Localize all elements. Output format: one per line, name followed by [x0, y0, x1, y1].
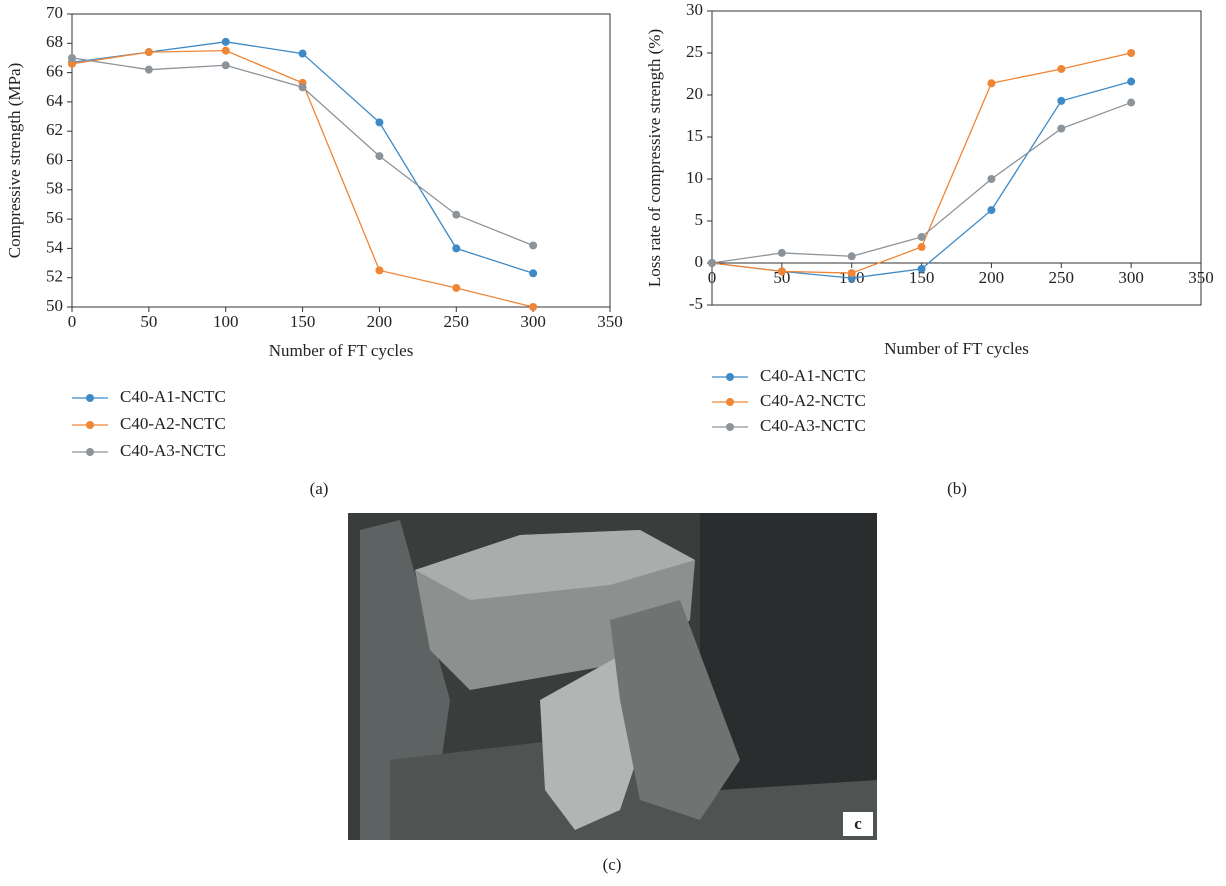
- y-tick-label: -5: [689, 294, 703, 313]
- photo-label-box: [843, 812, 873, 836]
- plot-frame: [711, 10, 1202, 306]
- x-tick-label: 200: [367, 312, 393, 331]
- y-axis-title: Loss rate of compressive strength (%): [645, 29, 664, 287]
- data-point: [917, 243, 926, 252]
- data-point: [847, 269, 856, 278]
- data-point: [1127, 49, 1136, 57]
- data-point: [1057, 64, 1066, 73]
- data-point: [144, 65, 153, 74]
- data-point: [777, 248, 786, 257]
- x-tick-label: 150: [909, 268, 935, 287]
- x-axis-title: Number of FT cycles: [269, 341, 414, 360]
- y-tick-label: 25: [686, 42, 703, 61]
- y-tick-label: 56: [46, 208, 63, 227]
- data-point: [1057, 96, 1066, 105]
- data-point: [1127, 77, 1136, 86]
- x-tick-label: 50: [773, 268, 790, 287]
- x-tick-label: 200: [979, 268, 1005, 287]
- photo-fragment: [610, 600, 740, 820]
- y-tick-label: 20: [686, 84, 703, 103]
- y-tick-label: 58: [46, 179, 63, 198]
- x-tick-label: 250: [1049, 268, 1075, 287]
- data-point: [452, 283, 461, 292]
- photo-block-top: [415, 530, 695, 600]
- data-point: [452, 244, 461, 253]
- y-tick-label: 70: [46, 3, 63, 22]
- y-tick-label: 50: [46, 296, 63, 315]
- data-point: [375, 118, 384, 127]
- panel-caption: (a): [310, 479, 329, 498]
- legend-marker: [726, 373, 734, 381]
- data-point: [708, 259, 716, 267]
- legend-marker: [726, 423, 734, 431]
- y-tick-label: 52: [46, 267, 63, 286]
- y-axis-title: Compressive strength (MPa): [5, 63, 24, 258]
- data-point: [221, 46, 230, 55]
- legend-marker: [86, 448, 94, 456]
- data-point: [1127, 98, 1136, 107]
- y-tick-label: 30: [686, 0, 703, 19]
- data-point: [529, 269, 538, 278]
- data-point: [68, 59, 76, 68]
- x-tick-label: 0: [708, 268, 717, 287]
- x-tick-label: 300: [520, 312, 546, 331]
- y-tick-label: 60: [46, 149, 63, 168]
- x-tick-label: 100: [213, 312, 239, 331]
- photo-label: c: [854, 814, 862, 833]
- photo: c: [348, 513, 877, 840]
- data-point: [917, 232, 926, 241]
- photo-caption: (c): [603, 855, 622, 874]
- data-point: [375, 266, 384, 275]
- x-tick-label: 50: [140, 312, 157, 331]
- legend-marker: [86, 421, 94, 429]
- x-tick-label: 350: [1188, 268, 1214, 287]
- data-point: [144, 48, 153, 57]
- data-point: [529, 241, 538, 250]
- x-tick-label: 300: [1118, 268, 1144, 287]
- legend-marker: [86, 394, 94, 402]
- x-tick-label: 250: [444, 312, 470, 331]
- x-tick-label: 350: [597, 312, 623, 331]
- data-point: [987, 79, 996, 88]
- panel-caption: (b): [947, 479, 967, 498]
- x-tick-label: 0: [68, 312, 77, 331]
- data-point: [452, 210, 461, 219]
- y-tick-label: 62: [46, 120, 63, 139]
- data-point: [375, 152, 384, 161]
- data-point: [221, 61, 230, 70]
- series-line: [71, 41, 534, 274]
- data-point: [1057, 124, 1066, 133]
- data-point: [987, 206, 996, 215]
- y-tick-label: 54: [46, 237, 64, 256]
- y-tick-label: 68: [46, 32, 63, 51]
- data-point: [987, 175, 996, 183]
- data-point: [777, 267, 786, 276]
- y-tick-label: 66: [46, 62, 63, 81]
- y-tick-label: 15: [686, 126, 703, 145]
- data-point: [529, 303, 538, 311]
- data-point: [221, 37, 230, 46]
- data-point: [917, 264, 926, 273]
- x-axis-title: Number of FT cycles: [884, 339, 1029, 358]
- data-point: [847, 252, 856, 261]
- y-tick-label: 0: [695, 252, 704, 271]
- legend-marker: [726, 398, 734, 406]
- y-tick-label: 10: [686, 168, 703, 187]
- legend-label: C40-A3-NCTC: [120, 441, 226, 460]
- y-tick-label: 5: [695, 210, 704, 229]
- x-tick-label: 150: [290, 312, 316, 331]
- legend-label: C40-A3-NCTC: [760, 416, 866, 435]
- y-tick-label: 64: [46, 91, 64, 110]
- photo-base: [390, 740, 877, 840]
- legend-label: C40-A2-NCTC: [760, 391, 866, 410]
- data-point: [68, 53, 76, 62]
- data-point: [298, 83, 307, 92]
- legend-label: C40-A1-NCTC: [760, 366, 866, 385]
- plot-frame: [71, 13, 611, 308]
- legend-label: C40-A1-NCTC: [120, 387, 226, 406]
- data-point: [298, 49, 307, 58]
- legend-label: C40-A2-NCTC: [120, 414, 226, 433]
